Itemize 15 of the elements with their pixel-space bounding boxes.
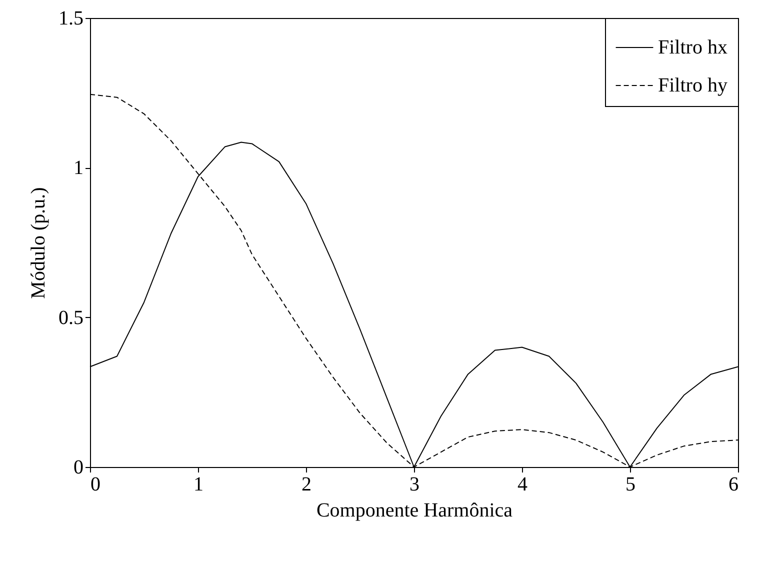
y-tick-label: 0.5 <box>58 306 84 329</box>
y-tick-label: 0 <box>74 456 84 478</box>
x-tick-label: 2 <box>302 474 312 496</box>
legend-label: Filtro hy <box>658 74 728 96</box>
legend-label: Filtro hx <box>658 36 728 58</box>
x-tick-label: 5 <box>626 474 636 496</box>
x-tick-label: 0 <box>90 474 100 496</box>
y-tick-label: 1 <box>74 157 84 180</box>
x-tick-label: 3 <box>410 474 420 496</box>
y-tick-label: 1.5 <box>58 8 84 30</box>
x-axis-title: Componente Harmônica <box>316 500 513 522</box>
x-tick-label: 6 <box>728 474 738 496</box>
x-tick-label: 4 <box>518 474 528 496</box>
x-tick-label: 1 <box>194 474 204 496</box>
y-axis-title: Módulo (p.u.) <box>28 187 50 299</box>
